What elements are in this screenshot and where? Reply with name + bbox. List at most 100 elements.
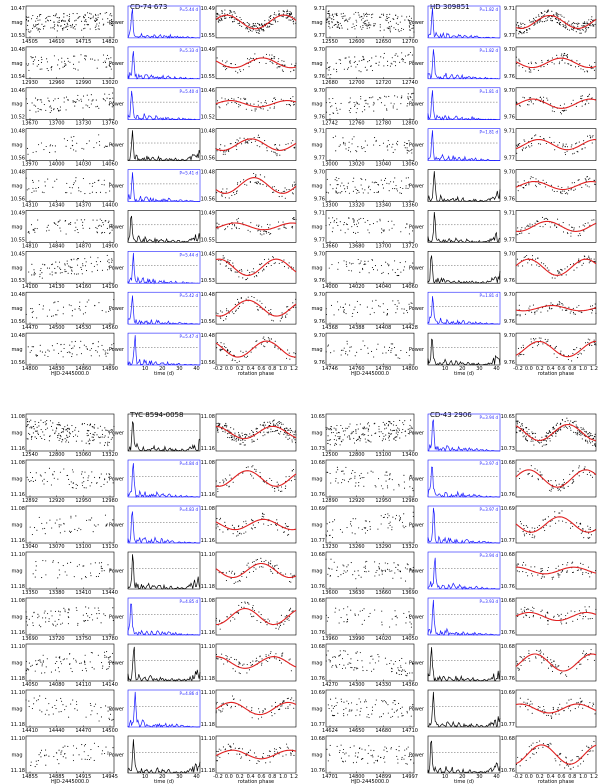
ph-point xyxy=(556,356,558,359)
lc-point xyxy=(46,17,48,19)
ph-point xyxy=(576,60,578,62)
lc-point xyxy=(41,272,43,274)
ph-point xyxy=(286,746,288,748)
lc-point xyxy=(348,269,350,271)
ph-point xyxy=(278,626,280,628)
lc-point xyxy=(357,438,359,440)
ph-point xyxy=(259,24,261,26)
lc-point xyxy=(367,430,369,432)
lc-point xyxy=(368,60,370,62)
ph-ytick: 9.71 xyxy=(504,210,515,216)
ph-point xyxy=(556,54,558,56)
lc-point xyxy=(28,231,30,233)
lc-point xyxy=(68,431,70,433)
lc-point xyxy=(354,355,356,357)
ph-point xyxy=(241,602,243,604)
lc-point xyxy=(76,264,79,266)
ph-point xyxy=(268,19,270,21)
pg-curve xyxy=(127,90,201,121)
ph-point xyxy=(253,137,255,139)
lc-point xyxy=(88,99,90,101)
lc-point xyxy=(95,25,97,27)
ph-xtick: 1.2 xyxy=(590,366,598,372)
ph-point xyxy=(252,25,254,27)
ph-point xyxy=(591,344,593,346)
lc-point xyxy=(386,17,388,20)
ph-point xyxy=(573,22,575,24)
ph-point xyxy=(518,60,520,62)
ph-point xyxy=(255,30,257,32)
lc-point xyxy=(348,435,350,437)
lc-point xyxy=(101,219,103,222)
ph-point xyxy=(528,97,530,99)
lc-point xyxy=(97,524,99,526)
lc-point xyxy=(343,68,345,70)
ph-fit xyxy=(215,425,297,440)
ph-point xyxy=(585,27,587,29)
lc-point xyxy=(408,26,411,28)
ph-point xyxy=(223,320,225,322)
lc-point xyxy=(72,144,74,146)
lc-ytick: 10.46 xyxy=(11,88,25,94)
ph-point xyxy=(235,310,237,312)
ph-point xyxy=(265,660,267,662)
lc-point xyxy=(345,313,347,315)
ph-point xyxy=(579,352,581,354)
lc-xtick: 14855 xyxy=(22,774,38,780)
lc-xtick: 12780 xyxy=(375,121,391,127)
lc-point xyxy=(325,111,328,113)
lc-point xyxy=(26,16,28,18)
lc-point xyxy=(46,420,48,422)
ph-frame xyxy=(215,332,297,366)
lc-point xyxy=(26,624,29,626)
lc-point xyxy=(360,95,362,98)
lc-point xyxy=(51,274,53,276)
ph-point xyxy=(221,703,223,705)
lc-point xyxy=(60,343,62,346)
lc-point xyxy=(383,230,385,232)
lc-point xyxy=(39,474,41,476)
ph-point xyxy=(219,348,221,350)
lc-point xyxy=(61,622,63,624)
ph-point xyxy=(222,188,224,190)
ph-point xyxy=(259,432,262,434)
lc-xtick: 12650 xyxy=(375,39,391,45)
lc-point xyxy=(46,61,49,63)
ph-point xyxy=(267,524,269,527)
ph-point xyxy=(254,182,256,184)
lc-point xyxy=(345,263,347,265)
lc-point xyxy=(89,617,91,619)
ph-point xyxy=(249,749,251,751)
ph-point xyxy=(580,353,583,355)
ph-point xyxy=(291,439,293,441)
lc-point xyxy=(384,177,387,180)
lc-point xyxy=(49,273,51,275)
ph-point xyxy=(259,137,261,139)
lc-point xyxy=(336,26,338,28)
lc-point xyxy=(32,187,34,189)
ph-point xyxy=(233,439,235,441)
ph-point xyxy=(236,191,238,193)
ph-point xyxy=(584,222,586,225)
lc-point xyxy=(66,182,68,184)
lc-point xyxy=(326,428,328,430)
lc-point xyxy=(370,14,373,16)
ph-point xyxy=(289,616,291,618)
lc-point xyxy=(86,94,88,96)
ph-point xyxy=(236,183,238,185)
ph-point xyxy=(589,137,591,139)
lc-point xyxy=(345,148,347,150)
ph-point xyxy=(254,527,256,529)
ph-point xyxy=(581,105,583,107)
lc-point xyxy=(60,753,62,755)
lc-point xyxy=(94,476,96,478)
ph-ytick: 11.16 xyxy=(201,446,215,452)
lc-point xyxy=(43,103,45,106)
ph-point xyxy=(579,233,581,235)
lc-point xyxy=(70,147,72,149)
lc-point xyxy=(329,106,332,108)
lc-point xyxy=(357,258,359,261)
lc-point xyxy=(60,697,62,699)
ph-point xyxy=(588,64,591,66)
ph-point xyxy=(523,139,525,141)
